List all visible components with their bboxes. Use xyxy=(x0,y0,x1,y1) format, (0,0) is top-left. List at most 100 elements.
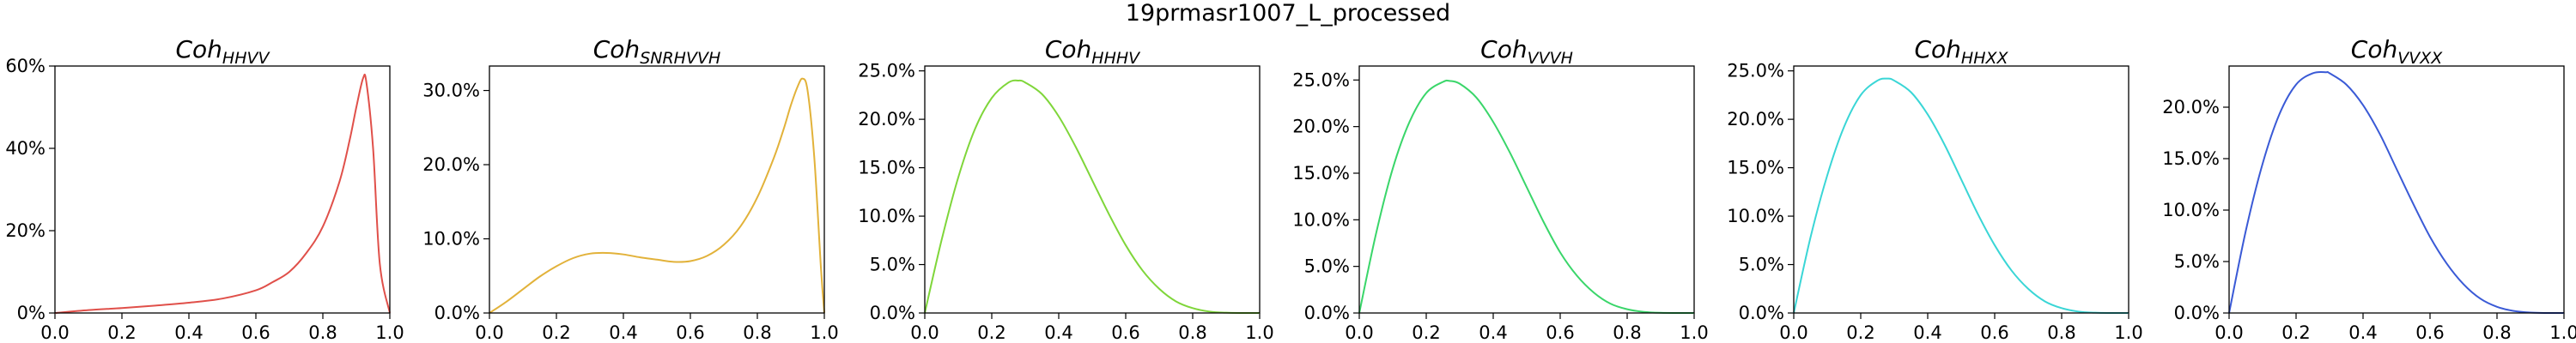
x-tick-label: 0.0 xyxy=(1779,322,1807,343)
plot-frame xyxy=(1793,65,2129,314)
x-tick-label: 0.6 xyxy=(1111,322,1139,343)
y-tick-label: 10.0% xyxy=(1727,206,1784,226)
x-tick-label: 0.4 xyxy=(1913,322,1941,343)
y-tick-label: 0% xyxy=(17,303,46,323)
y-tick-label: 0.0% xyxy=(870,303,915,323)
subplot-title-subscript: HHVV xyxy=(222,49,271,68)
x-tick-label: 1.0 xyxy=(2549,322,2576,343)
subplot-title-base: Coh xyxy=(175,35,222,63)
y-tick-label: 5.0% xyxy=(1739,255,1784,275)
y-tick-label: 40% xyxy=(5,138,46,159)
x-tick-label: 0.8 xyxy=(743,322,771,343)
x-tick-label: 0.4 xyxy=(609,322,637,343)
x-tick-label: 0.2 xyxy=(1846,322,1874,343)
x-tick-label: 1.0 xyxy=(375,322,404,343)
figure-suptitle: 19prmasr1007_L_processed xyxy=(1126,0,1450,27)
y-tick-label: 30.0% xyxy=(422,81,480,101)
subplot-5: CohHHXX 0.0 0.2 0.4 0.6 0.8 1.0 0.0% 5.0% 10.0% 15… xyxy=(1727,35,2142,343)
x-tick-label: 0.4 xyxy=(174,322,203,343)
x-tick-label: 0.2 xyxy=(542,322,570,343)
y-tick-label: 20.0% xyxy=(1292,117,1350,137)
y-tick-label: 15.0% xyxy=(858,158,915,178)
y-tick-label: 15.0% xyxy=(2162,148,2220,169)
x-tick-label: 0.2 xyxy=(977,322,1005,343)
x-tick-label: 0.2 xyxy=(1412,322,1440,343)
series-line xyxy=(489,77,825,314)
y-tick-label: 0.0% xyxy=(434,303,480,323)
x-tick-label: 0.0 xyxy=(910,322,939,343)
y-tick-label: 10.0% xyxy=(1292,209,1350,230)
subplot-3: CohHHHV 0.0 0.2 0.4 0.6 0.8 1.0 0.0% 5.0% 10.0% 15… xyxy=(858,35,1273,343)
plot-frame xyxy=(1358,65,1695,314)
y-tick-label: 0.0% xyxy=(1304,303,1350,323)
y-tick-label: 10.0% xyxy=(2162,200,2220,220)
x-tick-label: 0.0 xyxy=(2215,322,2243,343)
y-tick-label: 60% xyxy=(5,56,46,76)
y-tick-label: 25.0% xyxy=(858,61,915,81)
y-tick-label: 5.0% xyxy=(1304,256,1350,277)
plot-frame xyxy=(54,65,391,314)
y-tick-label: 20.0% xyxy=(858,109,915,129)
subplot-2: CohSNRHVVH 0.0 0.2 0.4 0.6 0.8 1.0 0.0% 10.0% 20.… xyxy=(422,35,838,343)
x-tick-label: 1.0 xyxy=(810,322,838,343)
x-tick-label: 0.4 xyxy=(1479,322,1507,343)
x-tick-label: 0.6 xyxy=(2415,322,2444,343)
subplot-title-base: Coh xyxy=(2351,35,2397,63)
x-tick-label: 0.0 xyxy=(40,322,69,343)
series-line xyxy=(924,79,1260,314)
y-tick-label: 5.0% xyxy=(870,255,915,275)
y-tick-label: 25.0% xyxy=(1292,69,1350,90)
y-tick-label: 20% xyxy=(5,220,46,241)
plot-frame xyxy=(489,65,825,314)
x-tick-label: 0.0 xyxy=(1345,322,1373,343)
x-tick-label: 1.0 xyxy=(1245,322,1273,343)
subplot-title: CohHHHV xyxy=(1045,35,1141,68)
subplot-title-subscript: HHHV xyxy=(1091,49,1141,68)
subplot-title: CohSNRHVVH xyxy=(593,35,720,68)
y-tick-label: 10.0% xyxy=(858,206,915,226)
subplot-title-subscript: VVVH xyxy=(1528,49,1573,68)
x-tick-label: 0.0 xyxy=(475,322,503,343)
subplot-title-subscript: SNRHVVH xyxy=(640,49,720,68)
subplot-title: CohVVVH xyxy=(1480,35,1573,68)
series-line xyxy=(1358,79,1694,314)
subplot-title-subscript: HHXX xyxy=(1961,49,2009,68)
subplot-title: CohHHVV xyxy=(175,35,270,68)
x-tick-label: 0.6 xyxy=(1980,322,2008,343)
x-tick-label: 0.8 xyxy=(2047,322,2075,343)
plot-frame xyxy=(2228,65,2565,314)
y-tick-label: 15.0% xyxy=(1292,163,1350,184)
subplot-title-base: Coh xyxy=(1914,35,1960,63)
subplot-title: CohVVXX xyxy=(2351,35,2443,68)
y-tick-label: 10.0% xyxy=(422,229,480,250)
subplot-title: CohHHXX xyxy=(1914,35,2008,68)
series-line xyxy=(2228,70,2564,314)
series-line xyxy=(1793,77,2129,314)
x-tick-label: 0.8 xyxy=(1613,322,1641,343)
y-tick-label: 20.0% xyxy=(422,154,480,175)
x-tick-label: 0.8 xyxy=(1178,322,1206,343)
series-line xyxy=(54,73,391,314)
subplot-1: CohHHVV 0.0 0.2 0.4 0.6 0.8 1.0 0% 20% 40% 60% xyxy=(5,35,404,343)
y-tick-label: 0.0% xyxy=(2174,303,2220,323)
subplot-6: CohVVXX 0.0 0.2 0.4 0.6 0.8 1.0 0.0% 5.0% 10.0% 15… xyxy=(2162,35,2576,343)
x-tick-label: 0.6 xyxy=(676,322,704,343)
y-tick-label: 5.0% xyxy=(2174,251,2220,272)
subplot-title-base: Coh xyxy=(1480,35,1527,63)
x-tick-label: 1.0 xyxy=(2114,322,2142,343)
subplot-title-base: Coh xyxy=(593,35,640,63)
x-tick-label: 0.6 xyxy=(241,322,270,343)
y-tick-label: 20.0% xyxy=(1727,109,1784,129)
x-tick-label: 0.8 xyxy=(308,322,337,343)
subplot-title-base: Coh xyxy=(1045,35,1091,63)
y-tick-label: 15.0% xyxy=(1727,158,1784,178)
y-tick-label: 0.0% xyxy=(1739,303,1784,323)
x-tick-label: 0.2 xyxy=(107,322,136,343)
subplot-4: CohVVVH 0.0 0.2 0.4 0.6 0.8 1.0 0.0% 5.0% 10.0% 15… xyxy=(1292,35,1708,343)
x-tick-label: 0.4 xyxy=(1044,322,1072,343)
x-tick-label: 1.0 xyxy=(1680,322,1708,343)
y-tick-label: 20.0% xyxy=(2162,97,2220,117)
x-tick-label: 0.8 xyxy=(2482,322,2511,343)
